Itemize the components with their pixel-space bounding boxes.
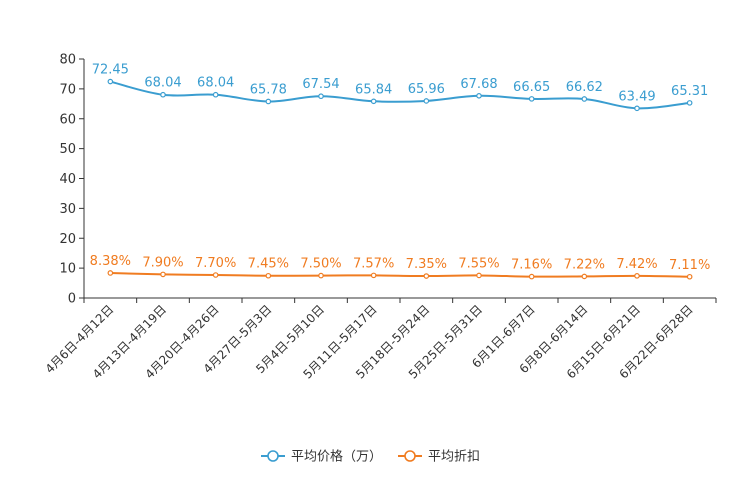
data-point[interactable] — [528, 273, 535, 280]
data-label: 72.45 — [92, 63, 129, 78]
data-label: 67.68 — [460, 77, 497, 92]
data-point[interactable] — [476, 93, 482, 99]
legend-marker-icon — [267, 450, 279, 462]
data-point[interactable] — [370, 272, 377, 279]
data-label: 63.49 — [618, 89, 655, 104]
y-tick-label: 70 — [59, 82, 76, 97]
data-label: 65.96 — [408, 82, 445, 97]
data-label: 7.57% — [353, 256, 394, 271]
data-point[interactable] — [160, 271, 166, 278]
data-point[interactable] — [686, 273, 693, 280]
legend-label: 平均折扣 — [428, 450, 480, 465]
data-label: 7.55% — [458, 256, 499, 271]
data-point[interactable] — [160, 91, 166, 98]
data-label: 66.65 — [513, 80, 550, 95]
data-label: 67.54 — [302, 77, 339, 92]
data-point[interactable] — [212, 272, 219, 278]
data-point[interactable] — [318, 93, 324, 100]
series-1: 72.45 68.04 68.04 65.78 67.54 65.84 65.96 67.68… — [92, 63, 708, 112]
y-tick-label: 60 — [59, 112, 76, 127]
y-axis: 0 10 20 30 40 50 60 70 80 — [59, 53, 85, 307]
data-point[interactable] — [528, 96, 535, 102]
data-point[interactable] — [318, 272, 324, 279]
legend[interactable]: 平均价格（万） 平均折扣 — [261, 449, 480, 465]
x-axis: 4月6日-4月12日4月13日-4月19日4月20日-4月26日4月27日-5月… — [43, 297, 717, 382]
data-label: 68.04 — [144, 76, 181, 91]
series-layer: 72.45 68.04 68.04 65.78 67.54 65.84 65.96 67.68… — [90, 63, 710, 280]
data-point[interactable] — [634, 273, 640, 279]
y-tick-label: 50 — [59, 142, 76, 157]
data-label: 66.62 — [566, 80, 603, 95]
data-label: 7.11% — [669, 258, 710, 273]
data-label: 65.31 — [671, 84, 708, 99]
series-2: 8.38% 7.90% 7.70% 7.45% 7.50% 7.57% 7.35% 7.55%… — [90, 254, 710, 280]
data-label: 7.16% — [511, 258, 552, 273]
y-tick-label: 20 — [59, 232, 76, 247]
data-point[interactable] — [265, 272, 272, 279]
y-tick-label: 40 — [59, 172, 76, 187]
legend-marker-icon — [404, 450, 416, 462]
legend-label: 平均价格（万） — [291, 449, 382, 465]
data-point[interactable] — [686, 100, 693, 106]
data-point[interactable] — [581, 273, 588, 280]
data-label: 7.90% — [142, 255, 183, 270]
data-label: 68.04 — [197, 76, 234, 91]
legend-item-1[interactable]: 平均价格（万） — [261, 449, 382, 465]
y-tick-label: 10 — [59, 262, 76, 277]
data-label: 7.42% — [616, 257, 657, 272]
data-point[interactable] — [107, 78, 114, 85]
data-label: 7.35% — [406, 257, 447, 272]
y-tick-label: 0 — [68, 292, 76, 307]
y-tick-label: 80 — [59, 53, 76, 68]
series-line — [110, 80, 690, 110]
series-line — [110, 271, 690, 278]
data-point[interactable] — [265, 98, 272, 105]
data-label: 7.45% — [248, 257, 289, 272]
y-tick-label: 30 — [59, 202, 76, 217]
data-label: 65.78 — [250, 82, 287, 97]
data-label: 7.22% — [564, 257, 605, 272]
data-point[interactable] — [634, 105, 640, 112]
legend-item-2[interactable]: 平均折扣 — [398, 450, 480, 465]
data-point[interactable] — [212, 91, 219, 98]
data-point[interactable] — [370, 98, 377, 105]
data-point[interactable] — [423, 98, 430, 104]
data-label: 8.38% — [90, 254, 131, 269]
data-point[interactable] — [476, 272, 482, 279]
data-label: 7.50% — [300, 257, 341, 272]
data-point[interactable] — [423, 273, 430, 279]
data-point[interactable] — [581, 96, 588, 102]
data-label: 7.70% — [195, 256, 236, 271]
data-label: 65.84 — [355, 82, 392, 97]
data-point[interactable] — [107, 270, 114, 276]
